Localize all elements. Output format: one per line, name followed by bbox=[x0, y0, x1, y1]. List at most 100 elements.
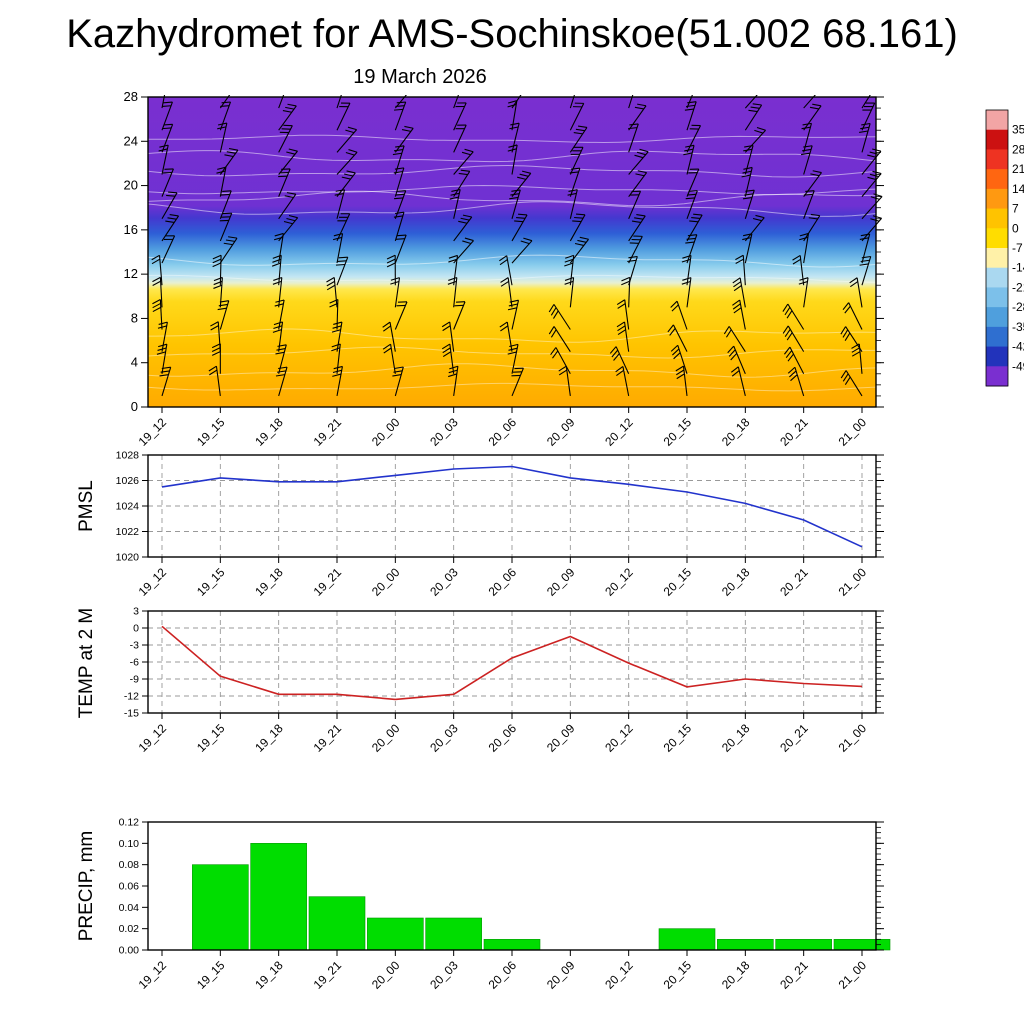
wind-barb bbox=[794, 367, 805, 397]
wind-barb bbox=[217, 321, 221, 352]
wind-barb bbox=[161, 124, 174, 153]
wind-barb bbox=[161, 215, 179, 242]
colorbar-segment bbox=[986, 188, 1008, 210]
x-tick-label: 20_18 bbox=[719, 958, 753, 992]
wind-barb bbox=[507, 277, 513, 308]
wind-barb bbox=[336, 321, 343, 352]
wind-barb bbox=[553, 326, 571, 352]
colorbar-segment bbox=[986, 326, 1008, 348]
wind-barb bbox=[803, 105, 822, 131]
x-tick-label: 21_00 bbox=[836, 721, 870, 755]
wind-barb bbox=[394, 212, 405, 242]
wind-barb bbox=[511, 100, 518, 131]
wind-barb bbox=[161, 101, 173, 131]
wind-barb bbox=[686, 190, 698, 219]
wind-barb bbox=[394, 127, 414, 153]
wind-barb bbox=[159, 277, 163, 308]
x-tick-label: 20_09 bbox=[544, 721, 578, 755]
wind-barb bbox=[453, 277, 458, 308]
colorbar-segment bbox=[986, 169, 1008, 190]
x-tick-label: 20_15 bbox=[661, 721, 695, 755]
wind-barb bbox=[278, 193, 297, 220]
precip-bar bbox=[833, 939, 891, 951]
wind-barb bbox=[569, 255, 575, 286]
x-tick-label: 20_18 bbox=[719, 415, 753, 449]
x-tick-label: 20_06 bbox=[486, 565, 520, 599]
wind-barb bbox=[686, 214, 703, 242]
pmsl-panel-line bbox=[161, 465, 863, 548]
precip-bar bbox=[717, 939, 774, 951]
precip-bar bbox=[425, 917, 482, 951]
contour-line bbox=[148, 328, 877, 343]
svg-text:1020: 1020 bbox=[116, 552, 140, 564]
wind-barb bbox=[278, 366, 288, 397]
x-tick-label: 20_12 bbox=[602, 958, 636, 992]
temp-panel-line bbox=[161, 625, 863, 701]
svg-text:20: 20 bbox=[124, 178, 138, 193]
wind-barb bbox=[861, 95, 871, 109]
svg-text:-12: -12 bbox=[124, 691, 139, 703]
precip-bar bbox=[483, 939, 541, 951]
wind-barb bbox=[628, 123, 639, 153]
wind-barb bbox=[803, 145, 813, 175]
x-tick-label: 20_09 bbox=[544, 565, 578, 599]
wind-barb bbox=[789, 346, 805, 375]
x-tick-label: 19_21 bbox=[311, 721, 345, 755]
colorbar-segment bbox=[986, 346, 1008, 367]
wind-barb bbox=[569, 238, 590, 264]
wind-barb bbox=[453, 216, 473, 242]
svg-text:14: 14 bbox=[1012, 182, 1024, 196]
x-tick-label: 20_21 bbox=[777, 958, 811, 992]
wind-barb bbox=[615, 346, 630, 375]
x-tick-label: 20_09 bbox=[544, 415, 578, 449]
wind-barb bbox=[161, 168, 174, 197]
x-tick-label: 19_15 bbox=[194, 721, 228, 755]
wind-barb bbox=[453, 240, 474, 264]
x-tick-label: 20_03 bbox=[427, 721, 461, 755]
precip-bar bbox=[308, 896, 366, 951]
wind-barb bbox=[672, 324, 688, 352]
x-tick-label: 20_12 bbox=[602, 415, 636, 449]
wind-barb bbox=[158, 255, 163, 286]
wind-barb bbox=[744, 189, 755, 219]
wind-barb bbox=[161, 192, 178, 220]
wind-barb bbox=[219, 255, 222, 286]
wind-barb bbox=[336, 189, 346, 219]
precip-bar bbox=[250, 843, 307, 951]
wind-barb bbox=[623, 321, 630, 352]
wind-barb bbox=[453, 171, 471, 197]
precip-bar bbox=[192, 864, 249, 951]
wind-barb bbox=[219, 190, 232, 219]
x-tick-label: 20_00 bbox=[369, 415, 403, 449]
wind-barb bbox=[845, 370, 863, 397]
wind-barb bbox=[336, 151, 358, 175]
wind-barb bbox=[506, 321, 513, 352]
svg-text:28: 28 bbox=[124, 89, 138, 104]
wind-barb bbox=[219, 95, 231, 109]
svg-text:3: 3 bbox=[133, 606, 139, 618]
wind-barb bbox=[390, 344, 396, 374]
colorbar-segment bbox=[986, 110, 1008, 131]
wind-barb bbox=[394, 101, 407, 131]
wind-barb bbox=[215, 366, 221, 396]
x-tick-label: 21_00 bbox=[836, 958, 870, 992]
x-tick-label: 20_21 bbox=[777, 415, 811, 449]
x-tick-label: 20_03 bbox=[427, 415, 461, 449]
svg-text:0: 0 bbox=[131, 399, 138, 414]
x-tick-label: 20_09 bbox=[544, 958, 578, 992]
svg-text:0.06: 0.06 bbox=[119, 881, 140, 893]
wind-barb bbox=[449, 343, 455, 374]
wind-barb bbox=[453, 124, 467, 153]
svg-text:21: 21 bbox=[1012, 162, 1024, 176]
wind-barb bbox=[511, 367, 524, 397]
wind-barb bbox=[278, 277, 283, 308]
wind-barb bbox=[686, 125, 702, 153]
x-tick-label: 19_12 bbox=[136, 415, 170, 449]
wind-barb bbox=[686, 145, 695, 175]
x-tick-label: 20_06 bbox=[486, 958, 520, 992]
wind-barb bbox=[278, 105, 297, 131]
wind-barb bbox=[787, 303, 805, 330]
wind-barb bbox=[278, 344, 287, 374]
wind-barbs bbox=[151, 95, 883, 397]
wind-barb bbox=[628, 172, 648, 197]
